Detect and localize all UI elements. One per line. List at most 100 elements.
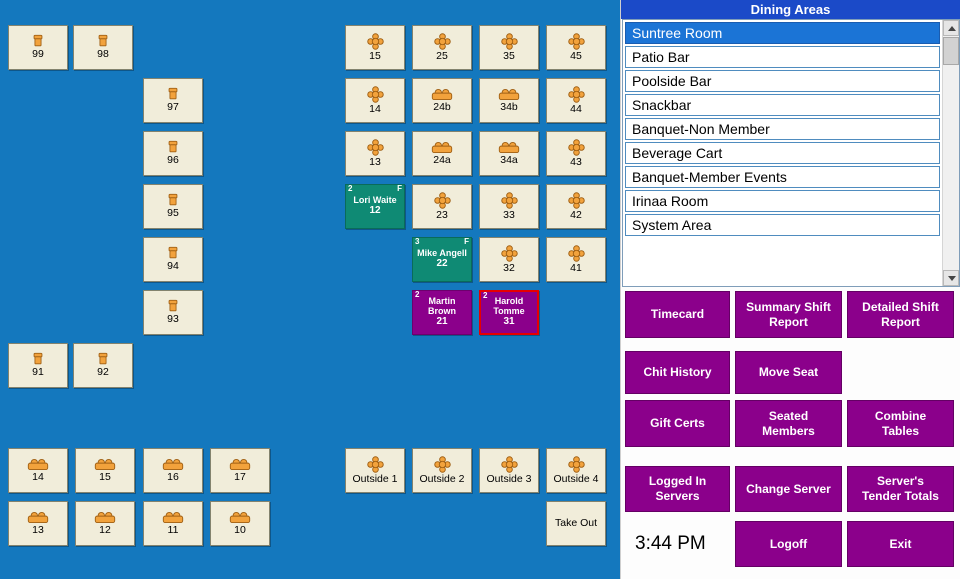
- table-92[interactable]: 92: [73, 343, 133, 388]
- table-44[interactable]: 44: [546, 78, 606, 123]
- table-24a[interactable]: 24a: [412, 131, 472, 176]
- table-42[interactable]: 42: [546, 184, 606, 229]
- area-item-banquet-member-events[interactable]: Banquet-Member Events: [625, 166, 940, 188]
- combine-tables-button[interactable]: Combine Tables: [847, 400, 954, 447]
- table-33[interactable]: 33: [479, 184, 539, 229]
- table-41[interactable]: 41: [546, 237, 606, 282]
- area-item-snackbar[interactable]: Snackbar: [625, 94, 940, 116]
- table-31[interactable]: 2 Harold Tomme 31: [479, 290, 539, 335]
- table-12[interactable]: 2 F Lori Waite 12: [345, 184, 405, 229]
- table-15[interactable]: 15: [75, 448, 135, 493]
- table-16[interactable]: 16: [143, 448, 203, 493]
- table-11[interactable]: 11: [143, 501, 203, 546]
- table-23[interactable]: 23: [412, 184, 472, 229]
- area-item-poolside-bar[interactable]: Poolside Bar: [625, 70, 940, 92]
- table-25[interactable]: 25: [412, 25, 472, 70]
- table-label: 43: [570, 155, 582, 168]
- bench-icon: [26, 511, 50, 524]
- table-label: 99: [32, 48, 44, 61]
- move-seat-button[interactable]: Move Seat: [735, 351, 842, 394]
- table-96[interactable]: 96: [143, 131, 203, 176]
- change-server-button[interactable]: Change Server: [735, 466, 842, 512]
- table-13[interactable]: 13: [8, 501, 68, 546]
- area-item-banquet-non-member[interactable]: Banquet-Non Member: [625, 118, 940, 140]
- area-items: Suntree Room Patio Bar Poolside Bar Snackba…: [625, 22, 940, 238]
- table4-icon: [433, 33, 451, 50]
- timecard-button[interactable]: Timecard: [625, 291, 730, 338]
- seated-members-button[interactable]: Seated Members: [735, 400, 842, 447]
- table-34a[interactable]: 34a: [479, 131, 539, 176]
- table-take-out[interactable]: Take Out: [546, 501, 606, 546]
- area-item-suntree-room[interactable]: Suntree Room: [625, 22, 940, 44]
- table-98[interactable]: 98: [73, 25, 133, 70]
- table-outside-3[interactable]: Outside 3: [479, 448, 539, 493]
- table-17[interactable]: 17: [210, 448, 270, 493]
- table-flag-badge: F: [397, 184, 402, 193]
- table-14[interactable]: 14: [345, 78, 405, 123]
- logoff-button[interactable]: Logoff: [735, 521, 842, 567]
- area-item-system-area[interactable]: System Area: [625, 214, 940, 236]
- table-97[interactable]: 97: [143, 78, 203, 123]
- server-s-tender-totals-button[interactable]: Server's Tender Totals: [847, 466, 954, 512]
- table-label: 96: [167, 154, 179, 167]
- table4-icon: [366, 86, 384, 103]
- table-14[interactable]: 14: [8, 448, 68, 493]
- table-label: Outside 2: [419, 472, 465, 485]
- table-label: 42: [570, 208, 582, 221]
- table-outside-1[interactable]: Outside 1: [345, 448, 405, 493]
- table-43[interactable]: 43: [546, 131, 606, 176]
- table-35[interactable]: 35: [479, 25, 539, 70]
- table-13[interactable]: 13: [345, 131, 405, 176]
- area-item-irinaa-room[interactable]: Irinaa Room: [625, 190, 940, 212]
- chit-history-button[interactable]: Chit History: [625, 351, 730, 394]
- area-item-beverage-cart[interactable]: Beverage Cart: [625, 142, 940, 164]
- table4-icon: [567, 33, 585, 50]
- guest-name: Harold Tomme: [493, 296, 525, 316]
- table-label: 15: [369, 49, 381, 62]
- table-15[interactable]: 15: [345, 25, 405, 70]
- table-outside-2[interactable]: Outside 2: [412, 448, 472, 493]
- chair-icon: [166, 140, 180, 154]
- chair-icon: [96, 34, 110, 48]
- logged-in-servers-button[interactable]: Logged In Servers: [625, 466, 730, 512]
- table-34b[interactable]: 34b: [479, 78, 539, 123]
- table4-icon: [366, 456, 384, 473]
- area-item-patio-bar[interactable]: Patio Bar: [625, 46, 940, 68]
- chair-icon: [31, 34, 45, 48]
- table-label: 44: [570, 102, 582, 115]
- table-outside-4[interactable]: Outside 4: [546, 448, 606, 493]
- table-label: 12: [369, 205, 381, 217]
- scroll-up-icon[interactable]: [943, 20, 959, 36]
- scroll-down-icon[interactable]: [943, 270, 959, 286]
- table-99[interactable]: 99: [8, 25, 68, 70]
- table-93[interactable]: 93: [143, 290, 203, 335]
- table-12[interactable]: 12: [75, 501, 135, 546]
- table-21[interactable]: 2 Martin Brown 21: [412, 290, 472, 335]
- table-91[interactable]: 91: [8, 343, 68, 388]
- summary-shift-report-button[interactable]: Summary Shift Report: [735, 291, 842, 338]
- bench-icon: [430, 141, 454, 154]
- table-32[interactable]: 32: [479, 237, 539, 282]
- table-24b[interactable]: 24b: [412, 78, 472, 123]
- detailed-shift-report-button[interactable]: Detailed Shift Report: [847, 291, 954, 338]
- exit-button[interactable]: Exit: [847, 521, 954, 567]
- table-94[interactable]: 94: [143, 237, 203, 282]
- panel-title: Dining Areas: [621, 0, 960, 19]
- table4-icon: [500, 245, 518, 262]
- table-label: 91: [32, 366, 44, 379]
- table-label: 21: [436, 316, 448, 328]
- table-label: 32: [503, 261, 515, 274]
- table-label: 97: [167, 101, 179, 114]
- table-10[interactable]: 10: [210, 501, 270, 546]
- gift-certs-button[interactable]: Gift Certs: [625, 400, 730, 447]
- table-label: 24b: [433, 100, 451, 113]
- scrollbar[interactable]: [942, 20, 959, 286]
- table-95[interactable]: 95: [143, 184, 203, 229]
- table-22[interactable]: 3 F Mike Angell 22: [412, 237, 472, 282]
- table-label: 25: [436, 49, 448, 62]
- table-label: Take Out: [554, 516, 598, 529]
- table-45[interactable]: 45: [546, 25, 606, 70]
- table4-icon: [500, 456, 518, 473]
- scroll-thumb[interactable]: [943, 37, 959, 65]
- table4-icon: [366, 139, 384, 156]
